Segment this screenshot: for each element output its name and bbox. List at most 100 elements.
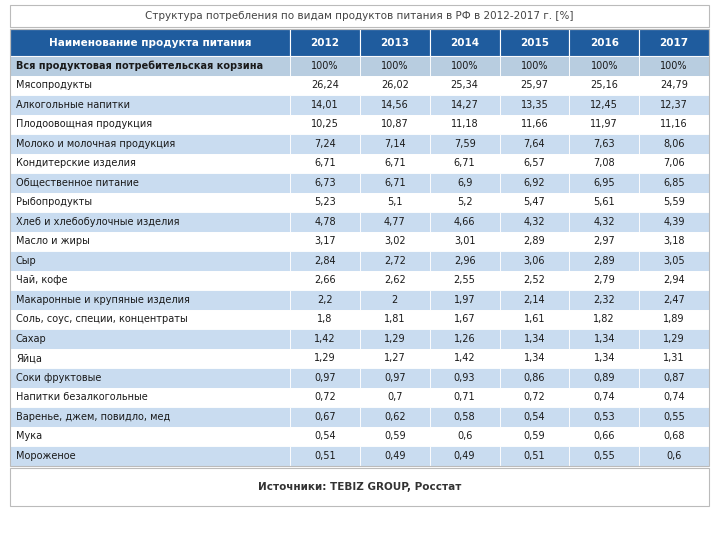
- Text: 2,97: 2,97: [593, 236, 615, 246]
- Text: 11,66: 11,66: [521, 119, 548, 129]
- Text: 0,62: 0,62: [384, 412, 406, 422]
- Text: Яйца: Яйца: [16, 353, 42, 363]
- Text: 0,54: 0,54: [523, 412, 545, 422]
- Text: 100%: 100%: [590, 61, 618, 71]
- Text: 5,1: 5,1: [387, 197, 403, 207]
- Text: Масло и жиры: Масло и жиры: [16, 236, 90, 246]
- Text: 2,2: 2,2: [317, 295, 333, 305]
- Text: 5,61: 5,61: [593, 197, 615, 207]
- Text: Рыбопродукты: Рыбопродукты: [16, 197, 92, 207]
- Text: 100%: 100%: [521, 61, 548, 71]
- Text: Структура потребления по видам продуктов питания в РФ в 2012-2017 г. [%]: Структура потребления по видам продуктов…: [145, 11, 574, 21]
- Text: 2,89: 2,89: [523, 236, 545, 246]
- Text: 1,97: 1,97: [454, 295, 475, 305]
- Text: 6,71: 6,71: [384, 158, 406, 168]
- Text: 0,74: 0,74: [663, 392, 685, 402]
- Text: 1,29: 1,29: [314, 353, 336, 363]
- Text: 7,24: 7,24: [314, 139, 336, 149]
- Text: 6,71: 6,71: [384, 178, 406, 188]
- Text: 1,82: 1,82: [593, 314, 615, 324]
- Text: 0,55: 0,55: [593, 451, 615, 461]
- Text: 3,06: 3,06: [523, 256, 545, 266]
- Text: 1,34: 1,34: [593, 353, 615, 363]
- Text: 0,86: 0,86: [523, 373, 545, 383]
- Text: 5,47: 5,47: [523, 197, 545, 207]
- Text: Соки фруктовые: Соки фруктовые: [16, 373, 101, 383]
- Text: 1,29: 1,29: [663, 334, 685, 344]
- Text: Мясопродукты: Мясопродукты: [16, 80, 92, 90]
- Text: 14,56: 14,56: [381, 100, 408, 110]
- Text: 25,97: 25,97: [521, 80, 549, 90]
- Text: Молоко и молочная продукция: Молоко и молочная продукция: [16, 139, 175, 149]
- Text: 100%: 100%: [381, 61, 408, 71]
- Text: 4,77: 4,77: [384, 217, 406, 227]
- Text: 4,78: 4,78: [314, 217, 336, 227]
- Text: 7,06: 7,06: [663, 158, 685, 168]
- Text: 2,94: 2,94: [663, 275, 685, 285]
- Text: 5,59: 5,59: [663, 197, 685, 207]
- Text: 14,01: 14,01: [311, 100, 339, 110]
- Text: 4,32: 4,32: [593, 217, 615, 227]
- Text: 100%: 100%: [311, 61, 339, 71]
- Text: 2017: 2017: [659, 37, 689, 48]
- Text: 11,18: 11,18: [451, 119, 478, 129]
- Text: 0,54: 0,54: [314, 431, 336, 441]
- Text: 5,2: 5,2: [457, 197, 472, 207]
- Text: 13,35: 13,35: [521, 100, 549, 110]
- Text: 6,95: 6,95: [593, 178, 615, 188]
- Text: 3,05: 3,05: [663, 256, 685, 266]
- Text: 2,14: 2,14: [523, 295, 545, 305]
- Text: 0,59: 0,59: [384, 431, 406, 441]
- Text: Наименование продукта питания: Наименование продукта питания: [49, 37, 251, 48]
- Text: 0,97: 0,97: [314, 373, 336, 383]
- Text: 25,16: 25,16: [590, 80, 618, 90]
- Text: 1,34: 1,34: [523, 334, 545, 344]
- Text: 4,39: 4,39: [664, 217, 684, 227]
- Text: 14,27: 14,27: [451, 100, 479, 110]
- Text: Варенье, джем, повидло, мед: Варенье, джем, повидло, мед: [16, 412, 170, 422]
- Text: 2,62: 2,62: [384, 275, 406, 285]
- Text: 0,6: 0,6: [667, 451, 682, 461]
- Text: 12,37: 12,37: [660, 100, 688, 110]
- Text: 1,29: 1,29: [384, 334, 406, 344]
- Text: 6,57: 6,57: [523, 158, 545, 168]
- Text: 0,59: 0,59: [523, 431, 545, 441]
- Text: 2,84: 2,84: [314, 256, 336, 266]
- Text: 2,66: 2,66: [314, 275, 336, 285]
- Text: 7,64: 7,64: [523, 139, 545, 149]
- Text: 100%: 100%: [660, 61, 688, 71]
- Text: 0,72: 0,72: [523, 392, 545, 402]
- Text: 0,53: 0,53: [593, 412, 615, 422]
- Text: 2,47: 2,47: [663, 295, 685, 305]
- Text: 3,01: 3,01: [454, 236, 475, 246]
- Text: 2,89: 2,89: [593, 256, 615, 266]
- Text: 2012: 2012: [311, 37, 339, 48]
- Text: 2014: 2014: [450, 37, 479, 48]
- Text: 0,72: 0,72: [314, 392, 336, 402]
- Text: 1,34: 1,34: [523, 353, 545, 363]
- Text: 10,25: 10,25: [311, 119, 339, 129]
- Text: 0,68: 0,68: [664, 431, 684, 441]
- Text: Плодоовощная продукция: Плодоовощная продукция: [16, 119, 152, 129]
- Text: 0,89: 0,89: [593, 373, 615, 383]
- Text: 2,52: 2,52: [523, 275, 545, 285]
- Text: 6,73: 6,73: [314, 178, 336, 188]
- Text: 0,87: 0,87: [663, 373, 685, 383]
- Text: 11,97: 11,97: [590, 119, 618, 129]
- Text: 0,97: 0,97: [384, 373, 406, 383]
- Text: 0,49: 0,49: [454, 451, 475, 461]
- Text: 12,45: 12,45: [590, 100, 618, 110]
- Text: Сахар: Сахар: [16, 334, 47, 344]
- Text: Хлеб и хлебобулочные изделия: Хлеб и хлебобулочные изделия: [16, 217, 180, 227]
- Text: 1,61: 1,61: [523, 314, 545, 324]
- Text: 4,66: 4,66: [454, 217, 475, 227]
- Text: 2015: 2015: [520, 37, 549, 48]
- Text: Сыр: Сыр: [16, 256, 37, 266]
- Text: Чай, кофе: Чай, кофе: [16, 275, 68, 285]
- Text: 2,96: 2,96: [454, 256, 475, 266]
- Text: 6,9: 6,9: [457, 178, 472, 188]
- Text: 8,06: 8,06: [664, 139, 684, 149]
- Text: 1,67: 1,67: [454, 314, 475, 324]
- Text: 26,24: 26,24: [311, 80, 339, 90]
- Text: Мука: Мука: [16, 431, 42, 441]
